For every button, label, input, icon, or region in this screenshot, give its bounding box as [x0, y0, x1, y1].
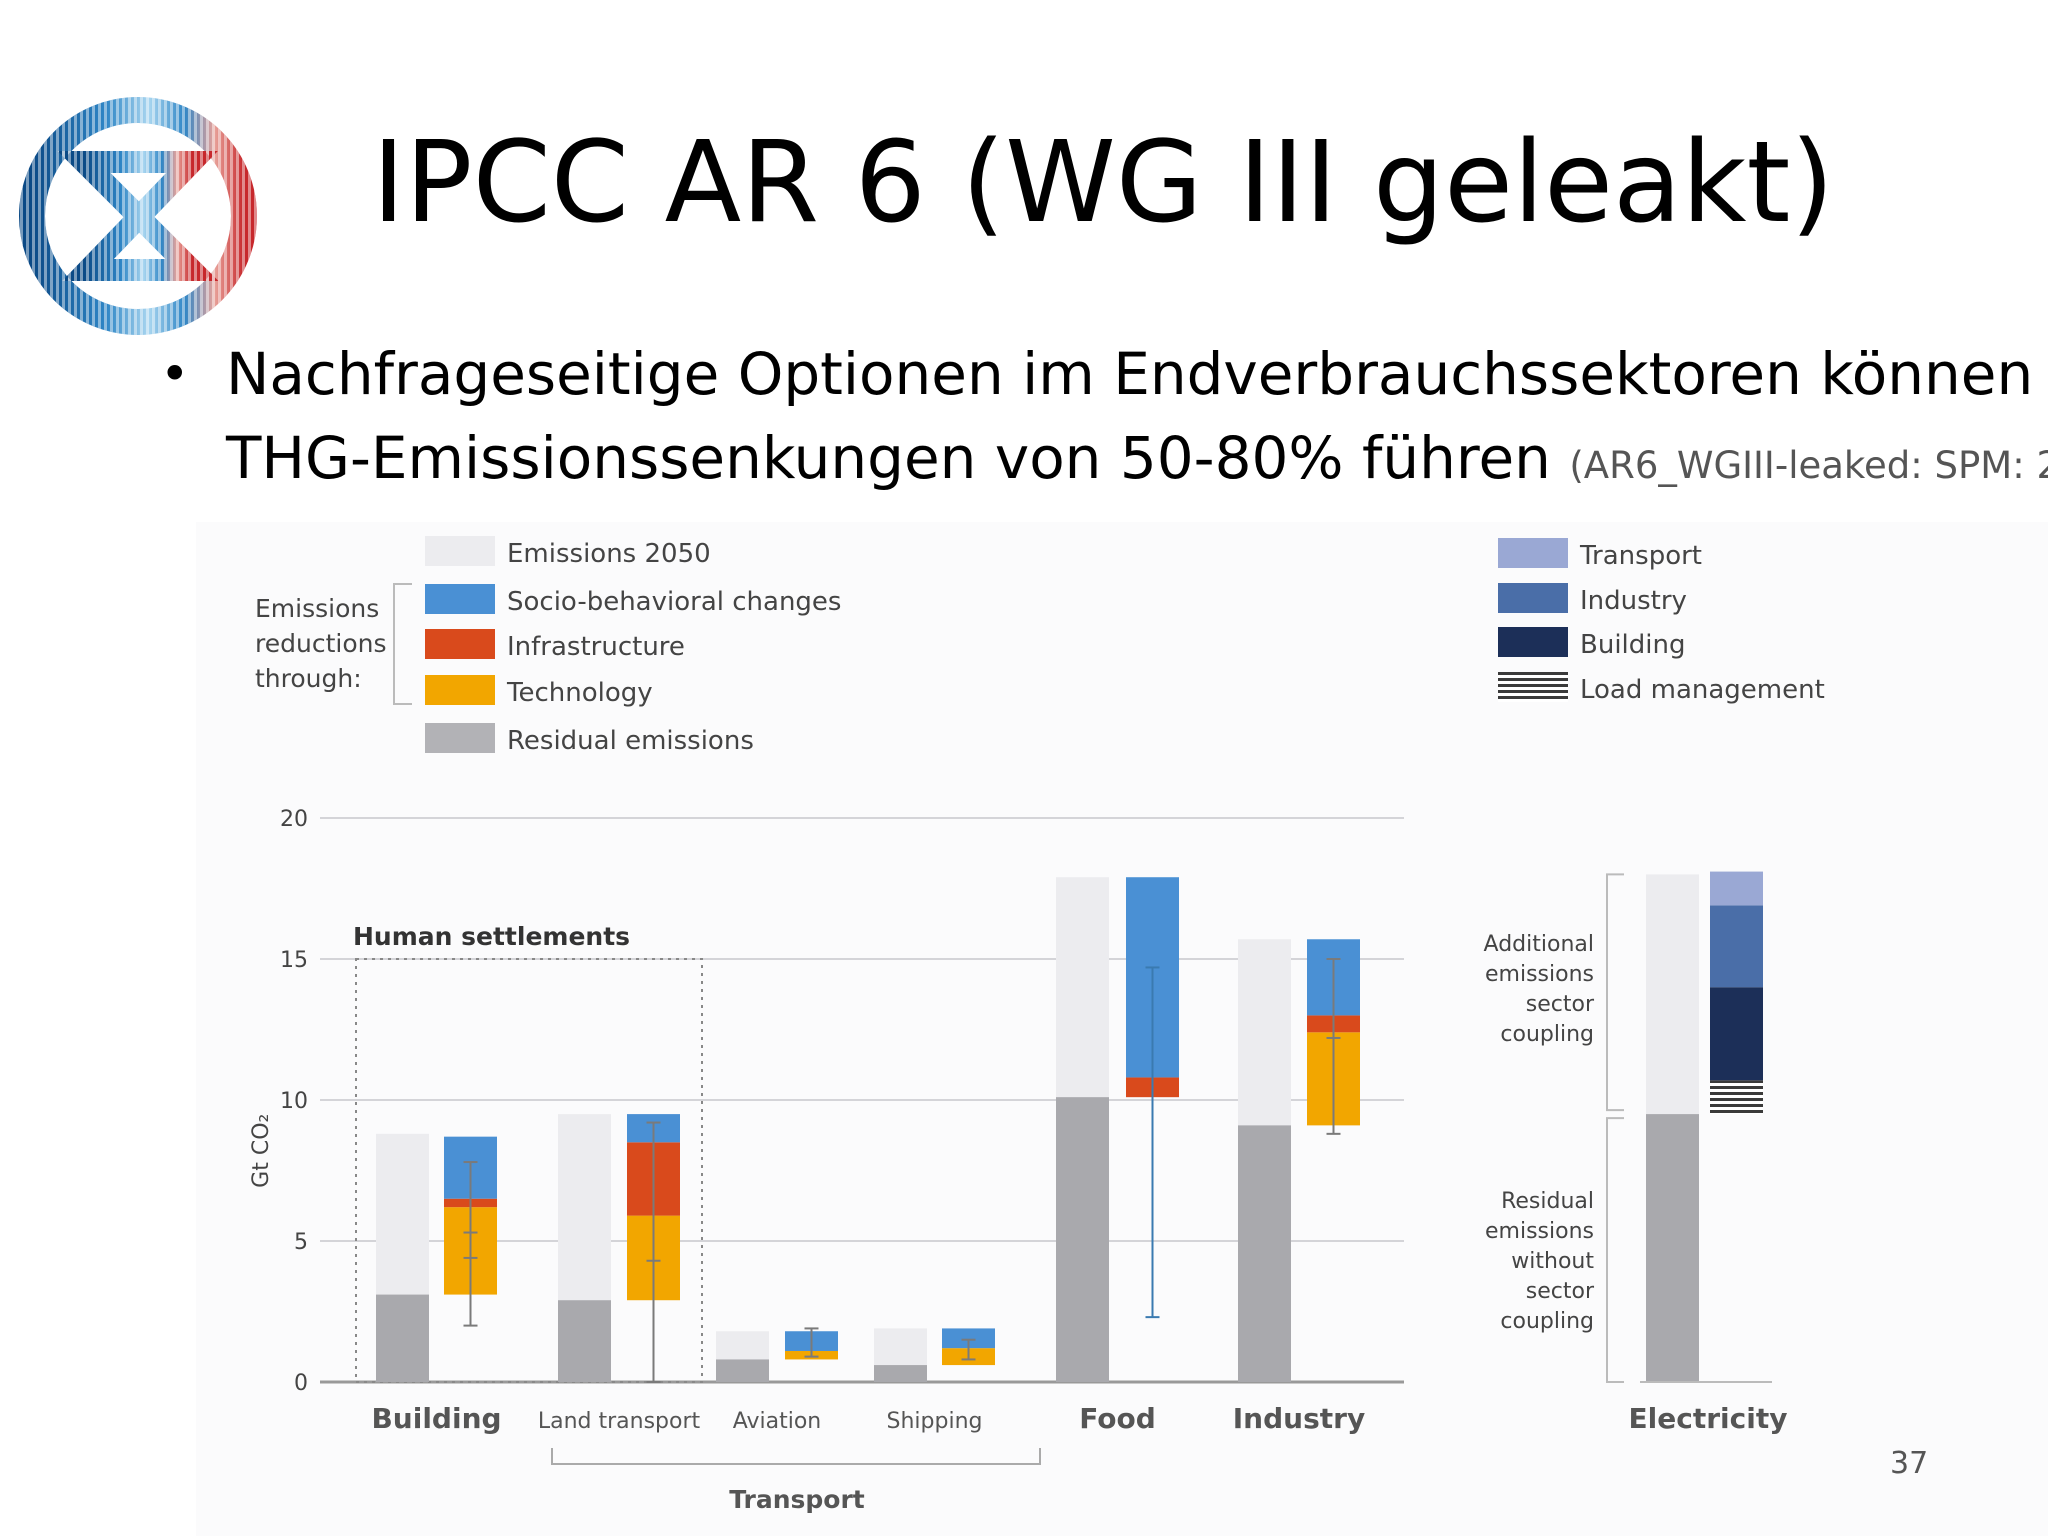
legend-swatch	[425, 723, 495, 753]
bullet-reference: (AR6_WGIII-leaked: SPM: 21)	[1569, 444, 2048, 487]
y-tick-label: 0	[294, 1371, 308, 1396]
bullet-dot-icon: •	[160, 345, 190, 403]
legend-label: Building	[1580, 630, 1685, 660]
transport-bracket	[551, 1448, 1041, 1465]
bar-electricity-industry	[1710, 905, 1763, 988]
legend-label: Transport	[1579, 541, 1702, 571]
electricity-bracket-label: without	[1511, 1249, 1594, 1274]
x-category-label: Shipping	[887, 1409, 983, 1434]
x-category-label: Food	[1079, 1402, 1156, 1435]
bar-residual	[874, 1365, 927, 1382]
legend-swatch	[1498, 627, 1568, 657]
electricity-bracket-label: sector	[1526, 992, 1595, 1017]
y-axis-label: Gt CO₂	[249, 1114, 274, 1188]
electricity-bracket-label: Residual	[1501, 1189, 1594, 1214]
x-category-label: Electricity	[1629, 1402, 1788, 1435]
y-tick-label: 5	[294, 1230, 308, 1255]
electricity-bracket-label: sector	[1526, 1279, 1595, 1304]
legend-swatch	[425, 629, 495, 659]
legend-bracket-label: Emissions	[255, 594, 379, 623]
x-category-label: Industry	[1233, 1402, 1365, 1435]
bar-residual	[376, 1294, 429, 1382]
human-settlements-label: Human settlements	[353, 922, 630, 951]
x-category-label: Land transport	[538, 1409, 701, 1434]
bar-residual	[558, 1300, 611, 1382]
electricity-bracket-top	[1606, 873, 1624, 1112]
electricity-bracket-label: coupling	[1500, 1022, 1594, 1047]
bar-electricity-transport	[1710, 871, 1763, 906]
legend-swatch	[1498, 538, 1568, 568]
x-category-label: Building	[371, 1402, 501, 1435]
bar-socio	[942, 1328, 995, 1349]
y-tick-label: 20	[280, 807, 308, 832]
bar-residual	[716, 1359, 769, 1382]
page-number: 37	[1890, 1446, 1929, 1481]
bar-residual	[1238, 1125, 1291, 1382]
electricity-bracket-label: emissions	[1485, 962, 1594, 987]
bar-residual	[1056, 1097, 1109, 1382]
legend-label: Socio-behavioral changes	[507, 587, 841, 617]
bullet-line-2-text: THG-Emissionssenkungen von 50-80% führen	[226, 424, 1551, 492]
electricity-bracket-label: Additional	[1484, 932, 1594, 957]
legend-swatch	[1498, 672, 1568, 702]
extinction-rebellion-logo-icon	[19, 97, 257, 335]
bullet-line-1: Nachfrageseitige Optionen im Endverbrauc…	[226, 340, 2048, 408]
bar-electricity-residual	[1646, 1114, 1699, 1382]
legend-bracket-label: reductions	[255, 629, 386, 658]
legend-label: Industry	[1580, 586, 1687, 616]
legend-label: Technology	[506, 678, 653, 708]
legend-label: Residual emissions	[507, 726, 754, 756]
bar-electricity-load-management	[1710, 1080, 1763, 1115]
bar-electricity-building	[1710, 987, 1763, 1081]
legend-swatch	[425, 536, 495, 566]
legend-label: Emissions 2050	[507, 539, 711, 569]
electricity-bracket-label: coupling	[1500, 1309, 1594, 1334]
legend-bracket	[393, 583, 412, 705]
figure-panel: Emissions 2050 Socio-behavioral changes In…	[196, 522, 2048, 1536]
bullet-line-2: THG-Emissionssenkungen von 50-80% führen…	[226, 416, 2048, 508]
y-tick-label: 15	[280, 948, 308, 973]
electricity-bracket-label: emissions	[1485, 1219, 1594, 1244]
bullet-text: Nachfrageseitige Optionen im Endverbrauc…	[226, 332, 2048, 508]
legend-label: Infrastructure	[507, 632, 685, 662]
transport-label: Transport	[729, 1485, 865, 1514]
legend-bracket-label: through:	[255, 664, 362, 693]
legend-label: Load management	[1580, 675, 1825, 705]
legend-swatch	[425, 584, 495, 614]
legend-swatch	[1498, 583, 1568, 613]
y-tick-label: 10	[280, 1089, 308, 1114]
x-category-label: Aviation	[733, 1409, 822, 1434]
slide-title: IPCC AR 6 (WG III geleakt)	[372, 118, 1835, 248]
legend-swatch	[425, 675, 495, 705]
electricity-bracket-bottom	[1606, 1117, 1624, 1383]
